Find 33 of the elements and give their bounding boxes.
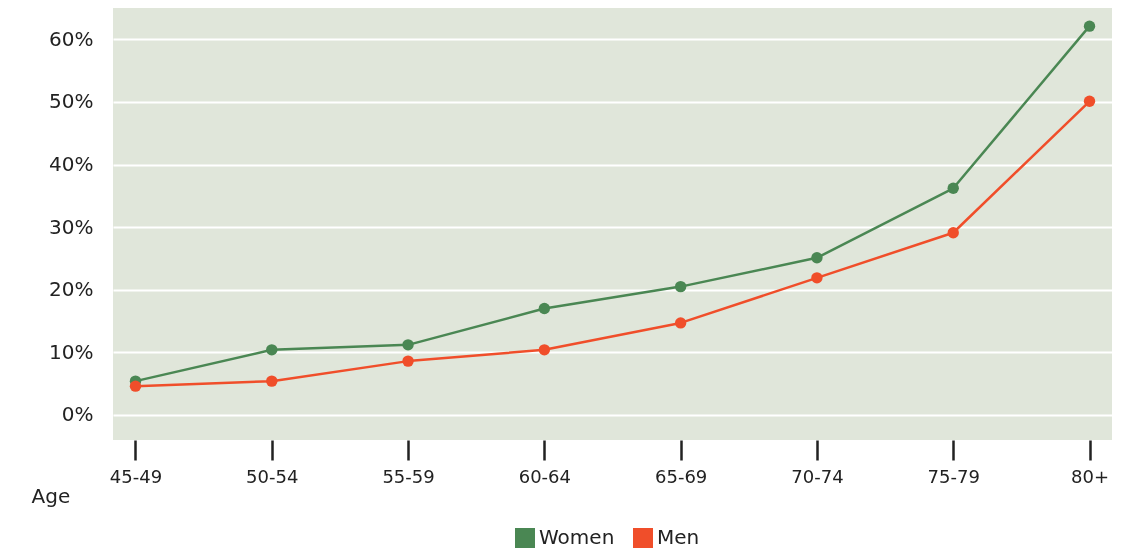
x-tick-label: 60-64 — [518, 465, 572, 487]
y-tick-label: 0% — [61, 402, 94, 427]
y-tick-label: 30% — [49, 214, 94, 239]
y-tick-label: 20% — [49, 277, 94, 302]
y-tick-label: 40% — [49, 152, 94, 177]
point — [1083, 95, 1096, 107]
point — [1083, 20, 1096, 32]
x-axis-title: Age — [31, 483, 71, 508]
x-tick-label: 80+ — [1071, 465, 1110, 487]
x-tick-label: 50-54 — [246, 465, 299, 487]
point — [266, 344, 278, 356]
point — [811, 272, 823, 284]
x-tick-label: 75-79 — [927, 465, 980, 487]
point — [947, 182, 959, 194]
point — [674, 317, 687, 329]
point — [674, 280, 687, 293]
point — [947, 227, 959, 239]
point — [266, 375, 278, 387]
point — [402, 355, 414, 367]
point — [538, 302, 551, 315]
legend-label: Men — [657, 525, 700, 549]
x-tick-label: 70-74 — [791, 465, 844, 487]
y-tick-label: 50% — [49, 89, 94, 114]
x-tick-label: 65-69 — [654, 465, 708, 487]
x-tick-label: 55-59 — [382, 465, 435, 487]
y-tick-label: 60% — [49, 26, 94, 51]
point — [402, 339, 414, 351]
y-tick-label: 10% — [49, 339, 94, 364]
point — [811, 252, 823, 264]
point — [538, 344, 551, 356]
x-tick-label: 45-49 — [109, 465, 163, 487]
point — [129, 380, 142, 392]
legend-label: Women — [539, 525, 615, 549]
